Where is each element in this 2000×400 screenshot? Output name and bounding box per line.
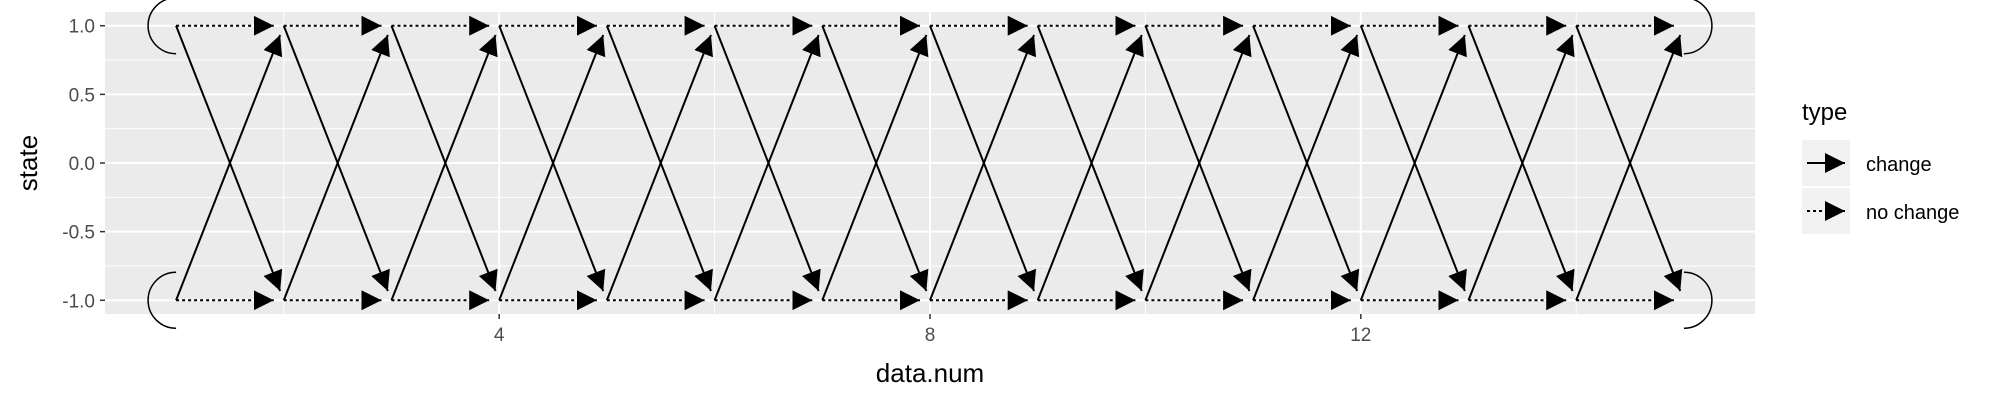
change-arrow bbox=[282, 34, 390, 301]
change-arrow bbox=[390, 34, 498, 301]
change-arrow bbox=[929, 34, 1037, 301]
y-tick-label: -1.0 bbox=[62, 291, 95, 312]
change-arrow bbox=[498, 25, 606, 292]
change-arrow bbox=[282, 25, 390, 292]
change-arrow bbox=[175, 34, 283, 301]
change-arrow bbox=[175, 25, 283, 292]
y-axis-title: state bbox=[13, 135, 43, 191]
change-arrow bbox=[929, 25, 1037, 292]
legend: type change no change bbox=[1802, 99, 1959, 234]
change-arrow bbox=[1467, 25, 1575, 292]
change-arrow bbox=[1144, 34, 1252, 301]
change-arrow bbox=[821, 25, 929, 292]
change-arrow bbox=[1144, 25, 1252, 292]
x-tick-label: 12 bbox=[1350, 325, 1371, 346]
change-arrow bbox=[821, 34, 929, 301]
legend-label-change: change bbox=[1866, 154, 1932, 176]
change-arrow bbox=[1036, 34, 1144, 301]
change-arrow bbox=[1252, 25, 1360, 292]
self-loop-arc bbox=[1683, 271, 1713, 330]
chart-marks bbox=[147, 0, 1713, 330]
change-arrow bbox=[1467, 34, 1575, 301]
x-tick-label: 4 bbox=[494, 325, 505, 346]
x-tick-label: 8 bbox=[925, 325, 936, 346]
y-tick-label: 1.0 bbox=[69, 17, 95, 38]
change-arrow bbox=[713, 34, 821, 301]
self-loop-arc bbox=[147, 271, 177, 330]
y-tick-label: -0.5 bbox=[62, 223, 95, 244]
change-arrow bbox=[1575, 34, 1683, 301]
change-arrow bbox=[713, 25, 821, 292]
change-arrow bbox=[1359, 25, 1467, 292]
y-axis: 1.0 0.5 0.0 -0.5 -1.0 bbox=[62, 17, 105, 312]
change-arrow bbox=[1359, 34, 1467, 301]
change-arrow bbox=[498, 34, 606, 301]
self-loop-arc bbox=[147, 0, 177, 55]
y-tick-label: 0.0 bbox=[69, 154, 95, 175]
change-arrow bbox=[1575, 25, 1683, 292]
change-arrow bbox=[605, 25, 713, 292]
change-arrow bbox=[605, 34, 713, 301]
change-arrow bbox=[1036, 25, 1144, 292]
x-axis-title: data.num bbox=[876, 358, 984, 388]
self-loop-arc bbox=[1683, 0, 1713, 55]
y-tick-label: 0.5 bbox=[69, 85, 95, 106]
x-axis: 4 8 12 bbox=[494, 314, 1371, 346]
legend-title: type bbox=[1802, 99, 1847, 126]
legend-label-no-change: no change bbox=[1866, 202, 1959, 224]
change-arrow bbox=[390, 25, 498, 292]
change-arrow bbox=[1252, 34, 1360, 301]
